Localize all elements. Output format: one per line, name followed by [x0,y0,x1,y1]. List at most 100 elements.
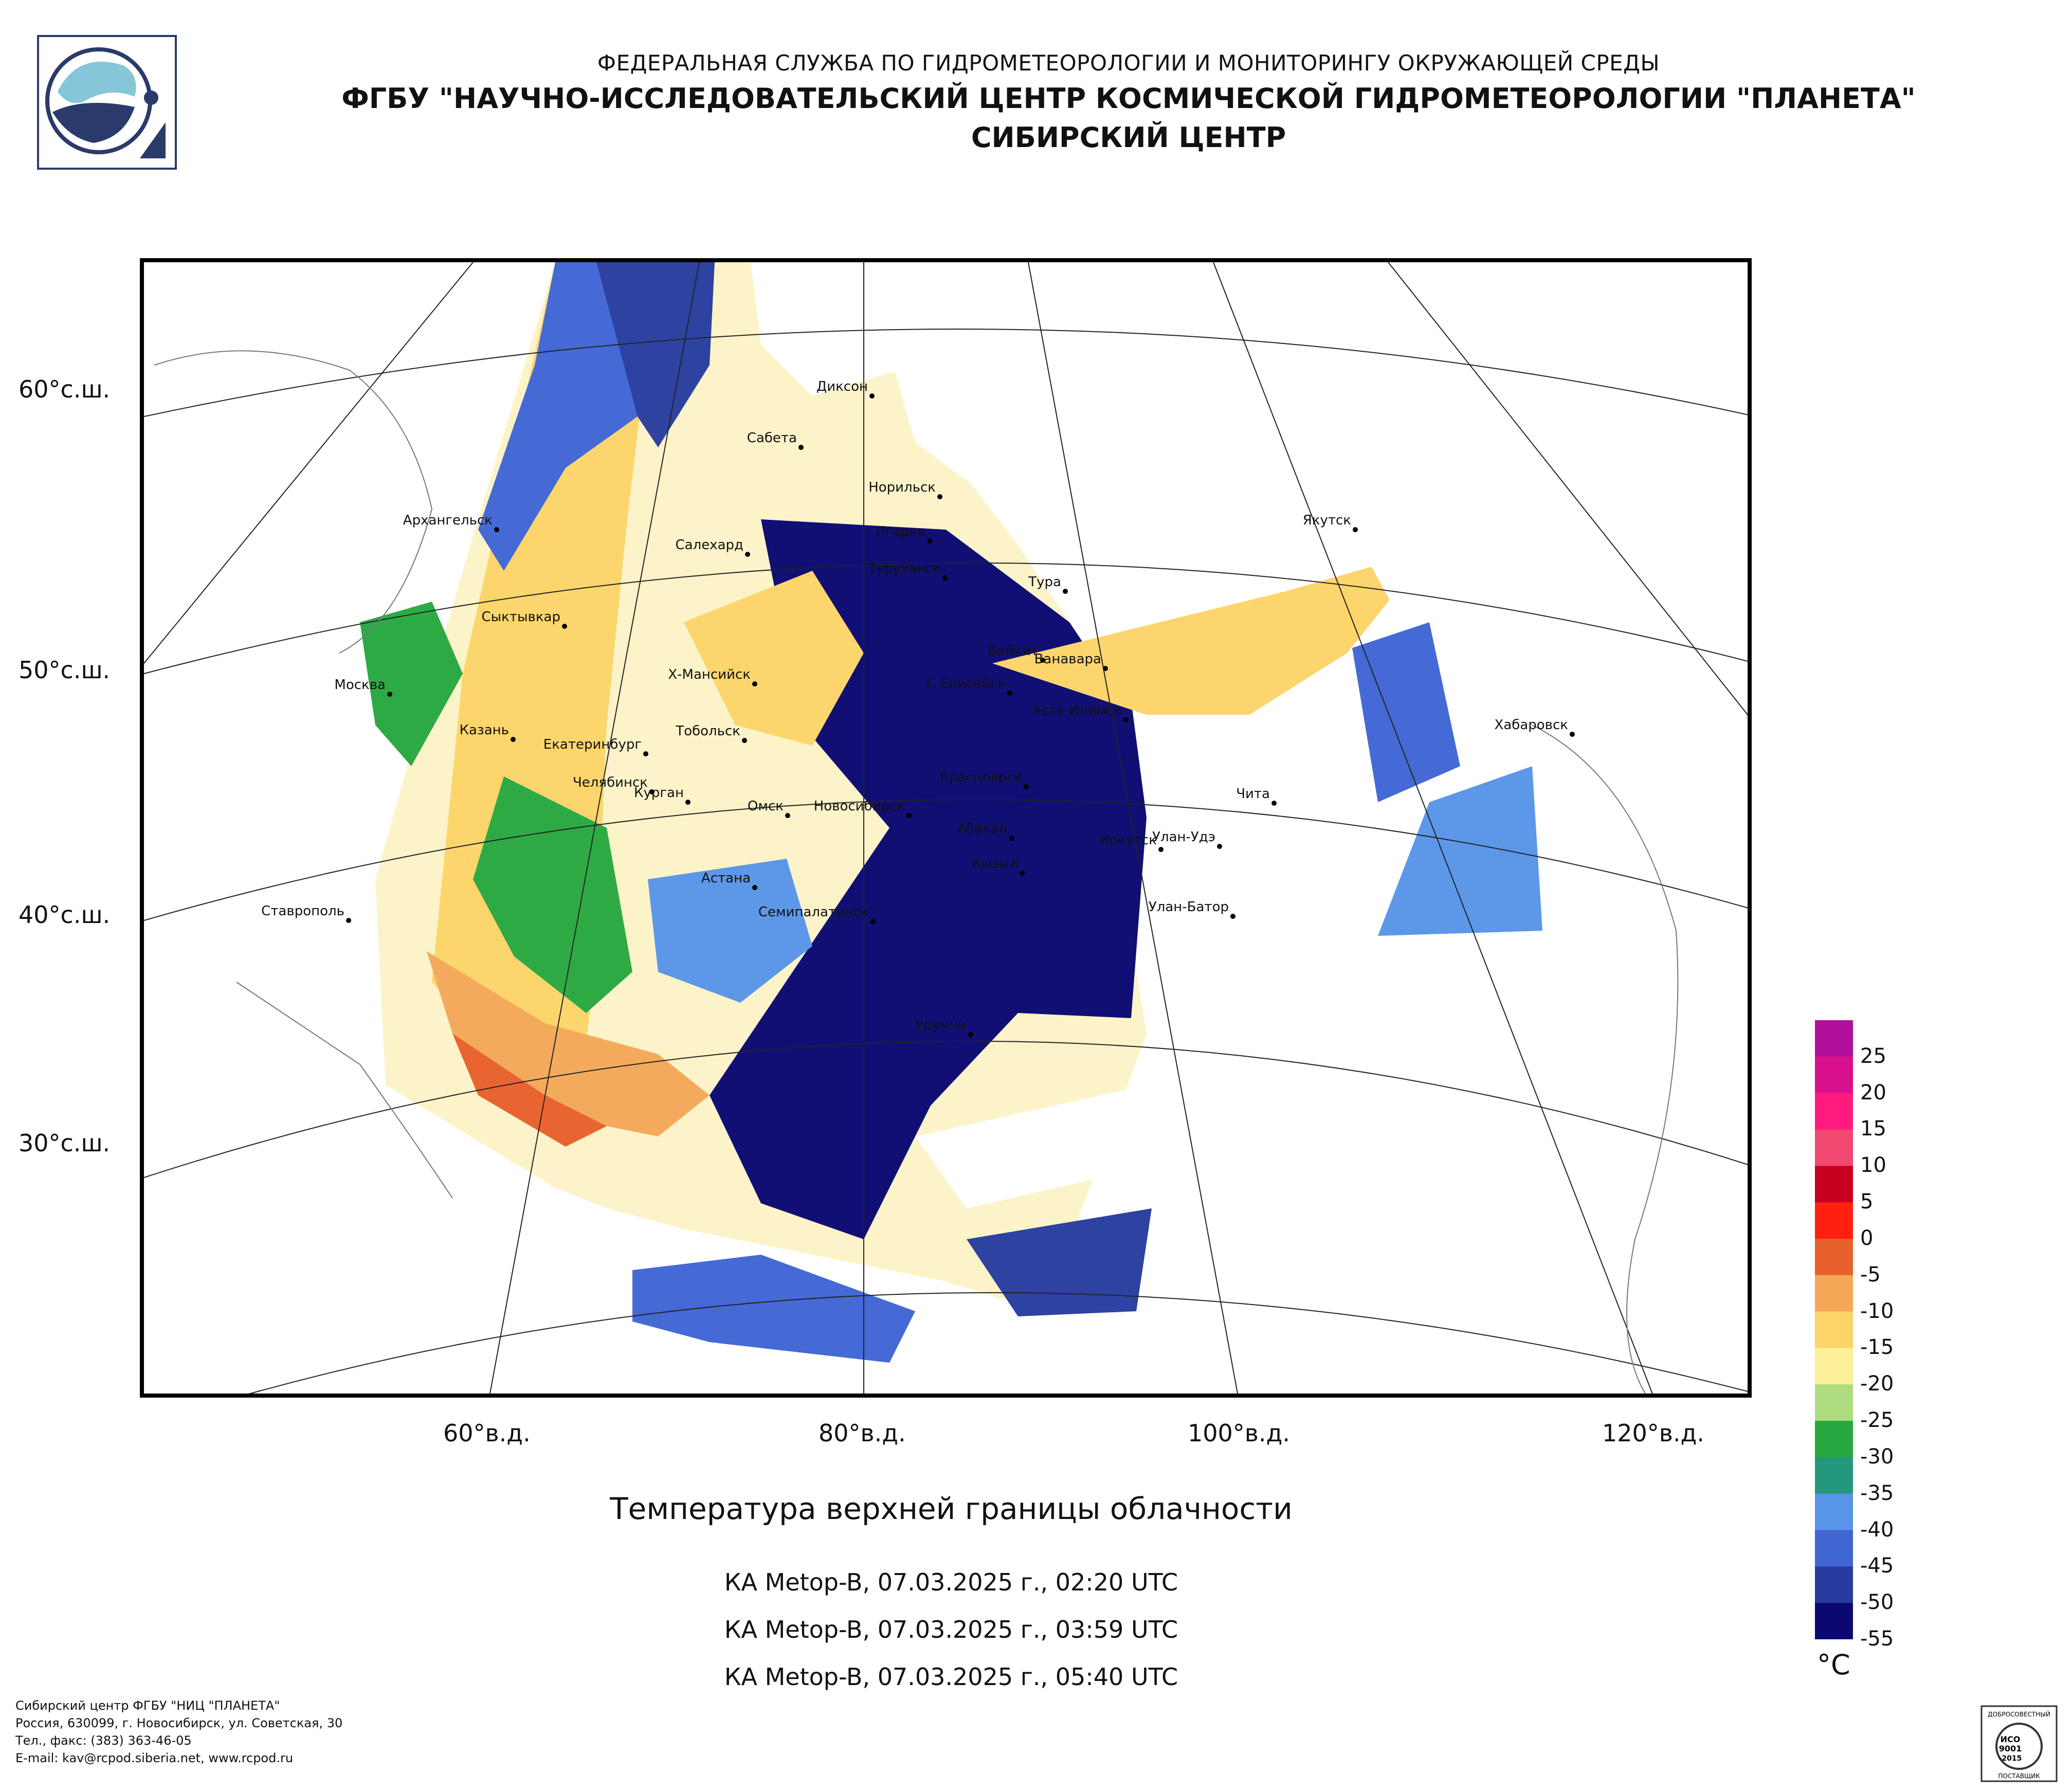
lon-label-100: 100°в.д. [1188,1419,1290,1447]
city-label: Красноярск [940,770,1022,785]
city-marker [1063,589,1068,594]
legend-label: -35 [1860,1481,1894,1505]
legend-swatch [1815,1530,1853,1567]
legend-swatch [1815,1421,1853,1458]
city-labels: Диксон Сабета Норильск Игарка Архангельск Сал… [261,379,1575,1037]
city-label: Кызыл [972,856,1018,872]
lon-label-120: 120°в.д. [1602,1419,1704,1447]
city-label: Сыктывкар [481,609,560,625]
header-agency: ФЕДЕРАЛЬНАЯ СЛУЖБА ПО ГИДРОМЕТЕОРОЛОГИИ … [597,50,1660,76]
lat-label-50: 50°с.ш. [19,656,111,684]
legend-label: -50 [1860,1590,1894,1615]
city-label: Хабаровск [1495,717,1568,733]
legend-label: -5 [1860,1262,1881,1287]
footer-line-3: Тел., факс: (383) 363-46-05 [15,1733,192,1748]
legend-swatch [1815,1129,1853,1167]
cert-top-text: ДОБРОСОВЕСТНЫЙ [1988,1710,2050,1718]
city-label: Челябинск [573,775,648,790]
legend-label: 20 [1860,1080,1886,1105]
city-label: Диксон [816,379,868,394]
legend-label: 10 [1860,1153,1886,1178]
footer-line-4: E-mail: kav@rcpod.siberia.net, www.rcpod… [15,1751,294,1765]
city-marker [643,751,648,756]
planeta-logo [37,35,177,170]
legend-swatch [1815,1238,1853,1276]
city-marker [1217,844,1222,849]
pass-line-2: КА Metop-B, 07.03.2025 г., 03:59 UTC [724,1616,1178,1643]
pass-line-3: КА Metop-B, 07.03.2025 г., 05:40 UTC [724,1663,1178,1691]
city-marker [906,813,912,818]
cloud-temperature-swath [360,262,1542,1363]
city-label: Астана [701,871,751,886]
city-marker [1230,914,1235,919]
footer-contacts: Сибирский центр ФГБУ "НИЦ "ПЛАНЕТА" Росс… [15,1697,342,1767]
city-marker [752,681,757,686]
city-label: Тура [1028,574,1061,590]
city-marker [937,494,942,499]
city-marker [968,1032,973,1037]
city-marker [752,885,757,890]
city-label: Семипалатинск [758,904,869,920]
city-marker [1570,732,1575,737]
legend-swatch [1815,1093,1853,1130]
city-label: Москва [334,677,386,693]
graticule [144,262,1748,1394]
lat-label-30: 30°с.ш. [19,1129,111,1157]
legend-swatch [1815,1457,1853,1494]
satellite-map: Диксон Сабета Норильск Игарка Архангельск Сал… [140,258,1752,1398]
legend-swatch [1815,1166,1853,1203]
city-label: Абакан [957,821,1008,837]
legend-swatch [1815,1603,1853,1639]
city-marker [942,575,948,581]
city-marker [346,918,351,923]
legend-swatch [1815,1275,1853,1312]
city-marker [1103,666,1108,671]
city-label: Екатеринбург [543,737,642,752]
legend-swatch [1815,1493,1853,1531]
legend-label: -55 [1860,1627,1894,1651]
city-label: Улан-Батор [1149,899,1229,915]
city-marker [1123,717,1129,722]
city-label: Урумчи [915,1018,967,1033]
city-marker [387,692,392,697]
city-marker [745,552,750,557]
city-marker [494,527,499,532]
legend-swatch [1815,1056,1853,1094]
city-label: Омск [748,799,784,814]
city-marker [798,445,804,450]
legend-label: -30 [1860,1444,1894,1469]
header-center: СИБИРСКИЙ ЦЕНТР [971,121,1286,154]
temperature-legend [1815,1020,1853,1639]
city-marker [927,538,932,544]
city-marker [1020,871,1025,876]
city-marker [785,813,790,818]
legend-label: -40 [1860,1517,1894,1542]
legend-label: 5 [1860,1190,1874,1214]
iso-certificate-badge: ДОБРОСОВЕСТНЫЙ ИСО 9001 -2015 ПОСТАВЩИК [1980,1705,2058,1782]
legend-swatch [1815,1311,1853,1349]
footer-line-1: Сибирский центр ФГБУ "НИЦ "ПЛАНЕТА" [15,1698,280,1713]
city-label: Игарка [876,524,925,539]
city-label: С.Енисейск [926,676,1006,692]
footer-line-2: Россия, 630099, г. Новосибирск, ул. Сове… [15,1716,343,1730]
city-marker [1158,847,1164,852]
legend-label: 25 [1860,1044,1886,1068]
city-marker [649,789,655,794]
city-marker [870,919,876,924]
city-label: Салехард [675,537,743,553]
city-marker [1024,784,1029,789]
city-label: Тобольск [675,723,740,739]
legend-label: -45 [1860,1554,1894,1578]
legend-swatch [1815,1348,1853,1385]
legend-label: -15 [1860,1335,1894,1360]
legend-label: 0 [1860,1226,1874,1250]
legend-swatch [1815,1384,1853,1422]
cert-line3: -2015 [1999,1754,2022,1763]
city-label: Туруханск [868,561,941,576]
lat-label-40: 40°с.ш. [19,901,111,929]
city-label: Курган [634,785,684,801]
city-label: Улан-Удэ [1152,829,1215,845]
map-title: Температура верхней границы облачности [610,1491,1293,1526]
header-institute: ФГБУ "НАУЧНО-ИССЛЕДОВАТЕЛЬСКИЙ ЦЕНТР КОС… [341,82,1916,115]
city-marker [1040,658,1045,663]
